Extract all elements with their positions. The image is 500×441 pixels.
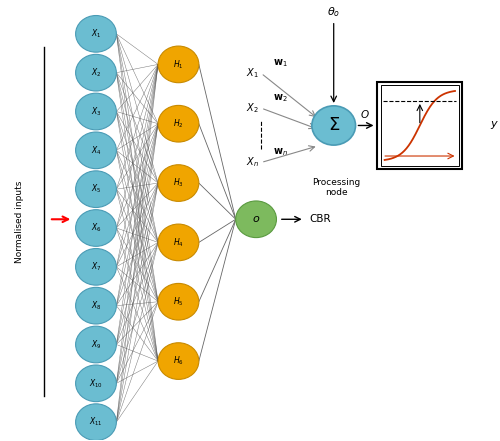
Circle shape <box>76 249 116 285</box>
Text: $\mathit{X_5}$: $\mathit{X_5}$ <box>91 183 101 195</box>
Circle shape <box>158 343 199 379</box>
Circle shape <box>76 171 116 208</box>
Text: $X_n$: $X_n$ <box>246 156 258 169</box>
Text: $\Sigma$: $\Sigma$ <box>328 116 340 135</box>
Text: $\mathit{H_3}$: $\mathit{H_3}$ <box>173 177 184 189</box>
Text: Processing
node: Processing node <box>312 178 360 197</box>
Text: $\mathit{H_4}$: $\mathit{H_4}$ <box>173 236 184 249</box>
Circle shape <box>312 106 356 145</box>
Circle shape <box>76 365 116 402</box>
Text: $\mathbf{w}_1$: $\mathbf{w}_1$ <box>273 57 288 69</box>
Circle shape <box>76 93 116 130</box>
Circle shape <box>76 15 116 52</box>
Text: $\mathit{y}$: $\mathit{y}$ <box>490 120 500 131</box>
Text: $\mathit{X_3}$: $\mathit{X_3}$ <box>90 105 102 118</box>
Circle shape <box>76 132 116 168</box>
Circle shape <box>158 46 199 83</box>
Circle shape <box>76 404 116 441</box>
Text: $\mathit{X_{10}}$: $\mathit{X_{10}}$ <box>89 377 103 389</box>
Circle shape <box>76 209 116 247</box>
Text: $\mathit{X_9}$: $\mathit{X_9}$ <box>90 338 102 351</box>
Text: $\mathit{X_1}$: $\mathit{X_1}$ <box>91 28 101 40</box>
Text: $\mathit{O}$: $\mathit{O}$ <box>360 108 370 120</box>
Text: $\theta_o$: $\theta_o$ <box>327 5 340 19</box>
Text: $X_2$: $X_2$ <box>246 101 258 115</box>
Text: $\mathit{X_{11}}$: $\mathit{X_{11}}$ <box>89 416 103 428</box>
Text: CBR: CBR <box>310 214 331 224</box>
Text: $\mathit{X_4}$: $\mathit{X_4}$ <box>90 144 102 157</box>
Text: $\mathit{H_1}$: $\mathit{H_1}$ <box>173 58 184 71</box>
Text: $\mathit{X_6}$: $\mathit{X_6}$ <box>90 222 102 234</box>
Text: $\mathit{X_8}$: $\mathit{X_8}$ <box>90 299 102 312</box>
Circle shape <box>76 326 116 363</box>
Text: Normalised inputs: Normalised inputs <box>16 180 24 263</box>
Circle shape <box>76 288 116 324</box>
Text: $\mathbf{w}_n$: $\mathbf{w}_n$ <box>273 146 288 158</box>
Text: $\mathit{H_2}$: $\mathit{H_2}$ <box>173 117 184 130</box>
Text: $\mathit{X_2}$: $\mathit{X_2}$ <box>91 67 101 79</box>
Text: $\mathit{X_7}$: $\mathit{X_7}$ <box>90 261 102 273</box>
Circle shape <box>158 165 199 202</box>
Text: $\mathbf{w}_2$: $\mathbf{w}_2$ <box>273 92 287 104</box>
Text: $\mathit{H_5}$: $\mathit{H_5}$ <box>173 295 184 308</box>
Text: $\mathit{H_6}$: $\mathit{H_6}$ <box>173 355 184 367</box>
Circle shape <box>158 284 199 320</box>
FancyBboxPatch shape <box>378 82 462 169</box>
Circle shape <box>158 224 199 261</box>
Text: $X_1$: $X_1$ <box>246 66 258 80</box>
Text: $\mathit{o}$: $\mathit{o}$ <box>252 214 260 224</box>
Circle shape <box>236 201 277 238</box>
Circle shape <box>76 54 116 91</box>
FancyBboxPatch shape <box>381 85 459 166</box>
Circle shape <box>158 105 199 142</box>
